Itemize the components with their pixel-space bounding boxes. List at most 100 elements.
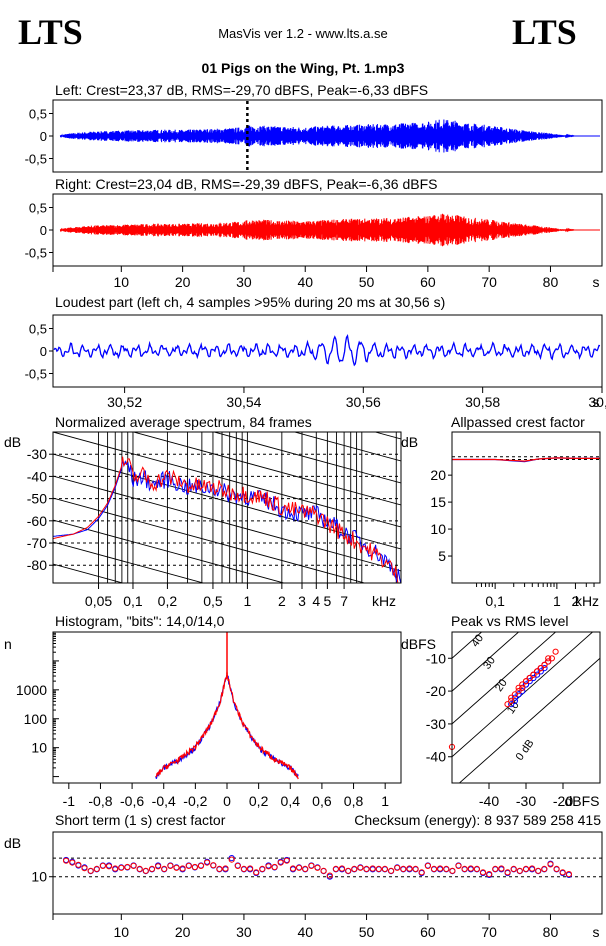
- crest-point: [240, 865, 247, 873]
- crest-point: [87, 867, 94, 874]
- xtick-label: 0,2: [249, 793, 269, 809]
- ytick-label: 0,5: [29, 201, 47, 216]
- crest-point: [247, 865, 254, 872]
- grid-slope-line: [53, 453, 401, 550]
- crest-point: [148, 865, 156, 873]
- left-waveform-title: Left: Crest=23,37 dB, RMS=-29,70 dBFS, P…: [55, 82, 428, 98]
- xtick-label: 1: [381, 793, 389, 809]
- crest-point: [124, 863, 131, 871]
- spectrum-chart: Normalized average spectrum, 84 frames d…: [4, 414, 402, 609]
- peak-rms-point: [522, 681, 530, 688]
- ytick-label: -0,5: [25, 367, 47, 382]
- xtick-label: 60: [420, 274, 436, 290]
- xtick-label: 5: [323, 593, 331, 609]
- crest-point: [498, 865, 505, 872]
- file-title: 01 Pigs on the Wing, Pt. 1.mp3: [202, 60, 405, 76]
- crest-point: [381, 865, 388, 873]
- peak-rms-point: [511, 694, 519, 701]
- xaxis-unit: s: [593, 274, 600, 290]
- crest-point: [486, 871, 493, 878]
- loudest-part-xaxis: 30,52 30,54 30,56 30,58 30,6s: [107, 387, 606, 410]
- ytick-label: -0,5: [25, 246, 47, 261]
- crest-point: [388, 867, 395, 874]
- ytick-label: -20: [426, 683, 446, 699]
- loudest-part-title: Loudest part (left ch, 4 samples >95% du…: [55, 294, 445, 310]
- crest-point: [326, 872, 333, 879]
- crest-point: [430, 865, 438, 873]
- crest-point: [332, 865, 339, 873]
- ytick-label: -80: [27, 557, 47, 573]
- xtick-label: 50: [359, 274, 375, 290]
- xtick-label: 3: [298, 593, 306, 609]
- peak-rms-point: [530, 674, 537, 682]
- crest-point: [222, 865, 229, 872]
- crest-point: [455, 862, 462, 870]
- xtick-label: 50: [359, 924, 375, 940]
- xtick-label: -1: [63, 793, 76, 809]
- xtick-label: 40: [297, 274, 313, 290]
- grid-slope-line: [53, 563, 125, 583]
- crest-point: [289, 865, 297, 872]
- grid-slope-line: [53, 519, 286, 583]
- spectrum-plot: -30 -40 -50 -60 -70 -80 0,05 0,1 0,2 0,5 1 2 3 4 5 7 kHz: [27, 432, 401, 609]
- crest-point: [461, 865, 468, 873]
- xtick-label: 30: [236, 924, 252, 940]
- peak-rms-point: [526, 678, 533, 685]
- xtick-label: -40: [479, 793, 499, 809]
- peak-rms-point: [515, 691, 522, 698]
- ytick-label: 15: [430, 494, 446, 510]
- xtick-label: 10: [114, 274, 130, 290]
- ytick-label: 0: [40, 223, 47, 238]
- xtick-label: 30,54: [226, 394, 261, 410]
- right-waveform-chart: Right: Crest=23,04 dB, RMS=-29,39 dBFS, …: [25, 176, 603, 290]
- crest-point: [69, 859, 76, 866]
- allpassed-crest-chart: Allpassed crest factor dB 20 15 10 5 0,1 1 2kH…: [401, 414, 601, 609]
- crest-point: [394, 864, 401, 871]
- crest-point: [320, 867, 327, 874]
- xtick-label: 0,2: [158, 593, 178, 609]
- ytick-label: 100: [24, 711, 48, 727]
- peak-rms-point: [504, 701, 511, 708]
- xtick-label: -0,6: [120, 793, 144, 809]
- ytick-label: -50: [27, 491, 47, 507]
- crest-point: [99, 862, 107, 870]
- crest-point: [277, 859, 284, 866]
- crest-series-line: [452, 457, 600, 462]
- loudest-part-yaxis: 0,5 0 -0,5: [25, 322, 53, 382]
- crest-point: [369, 865, 376, 872]
- xaxis-unit: kHz: [372, 593, 396, 609]
- ytick-label: 10: [31, 869, 47, 885]
- allpassed-crest-ylabel: dB: [401, 434, 418, 450]
- grid-slope-line: [53, 432, 401, 528]
- peak-rms-point: [534, 668, 541, 675]
- spectrum-frame: [52, 431, 402, 584]
- crest-point: [63, 857, 70, 864]
- left-waveform-line: [59, 119, 600, 153]
- xtick-label: -0,8: [88, 793, 112, 809]
- crest-point: [296, 864, 303, 871]
- grid-slope-line: [53, 541, 205, 583]
- peak-rms-point: [511, 691, 519, 698]
- xtick-label: 80: [543, 924, 559, 940]
- right-waveform-line: [59, 213, 600, 247]
- peak-rms-point: [548, 655, 556, 662]
- ytick-label: 0: [40, 344, 47, 359]
- crest-point: [473, 865, 480, 873]
- crest-point: [253, 869, 260, 876]
- crest-point: [553, 865, 560, 873]
- histogram-series-line: [155, 674, 299, 779]
- ytick-label: -60: [27, 513, 47, 529]
- crest-point: [81, 865, 88, 872]
- spectrum-series-line: [53, 456, 399, 583]
- grid-slope-line: [131, 432, 401, 506]
- xtick-label: 40: [297, 924, 313, 940]
- crest-point: [216, 865, 223, 873]
- xtick-label: 0,4: [281, 793, 301, 809]
- xtick-label: 7: [340, 593, 348, 609]
- peak-vs-rms-frame: [451, 631, 601, 784]
- xtick-label: 30,52: [107, 394, 142, 410]
- ytick-label: 20: [430, 467, 446, 483]
- crest-point: [375, 865, 382, 873]
- short-term-crest-ylabel: dB: [4, 835, 21, 851]
- grid-slope-line: [212, 432, 401, 484]
